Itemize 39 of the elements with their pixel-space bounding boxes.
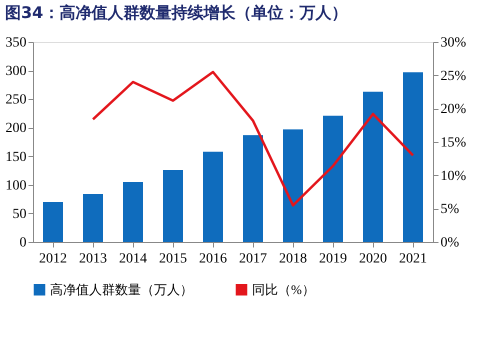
x-tick-label: 2019	[319, 252, 347, 266]
y2-tick-label: 30%	[440, 36, 466, 50]
legend-label: 高净值人群数量（万人）	[50, 282, 193, 297]
y2-tick-label: 25%	[440, 68, 466, 84]
chart-title: 图34：高净值人群数量持续增长（单位：万人）	[5, 3, 348, 22]
bar	[323, 116, 343, 242]
x-tick-label: 2017	[239, 252, 267, 266]
bar	[363, 92, 383, 242]
y2-tick-label: 5%	[440, 202, 460, 218]
bar	[163, 170, 183, 242]
y-tick-label: 250	[6, 92, 26, 108]
bar	[123, 182, 143, 242]
y2-tick-label: 20%	[440, 102, 466, 118]
line-series	[92, 70, 414, 207]
y-tick-label: 150	[6, 150, 26, 165]
bar	[83, 194, 103, 242]
y-tick-label: 200	[6, 121, 26, 136]
legend-label: 同比（%）	[252, 282, 315, 297]
y-tick-label: 100	[6, 178, 26, 194]
x-tick-label: 2016	[199, 252, 227, 266]
bar	[243, 135, 263, 242]
y-tick-label: 50	[12, 206, 26, 222]
y2-tick-label: 15%	[440, 136, 466, 150]
x-tick-label: 2013	[79, 252, 107, 266]
bar	[403, 72, 423, 242]
x-tick-label: 2015	[159, 252, 187, 266]
bar	[283, 129, 303, 242]
x-tick-label: 2018	[279, 252, 307, 266]
x-tick-label: 2021	[399, 252, 427, 266]
bar	[43, 202, 63, 242]
bar	[203, 152, 223, 242]
x-tick-label: 2014	[119, 252, 147, 266]
y-tick-label: 300	[6, 64, 26, 80]
x-tick-label: 2012	[39, 252, 67, 266]
y2-tick-label: 0%	[440, 236, 460, 250]
y-tick-label: 350	[6, 36, 26, 50]
y2-tick-label: 10%	[440, 168, 466, 184]
y-tick-label: 0	[20, 236, 26, 250]
x-tick-label: 2020	[359, 252, 387, 266]
